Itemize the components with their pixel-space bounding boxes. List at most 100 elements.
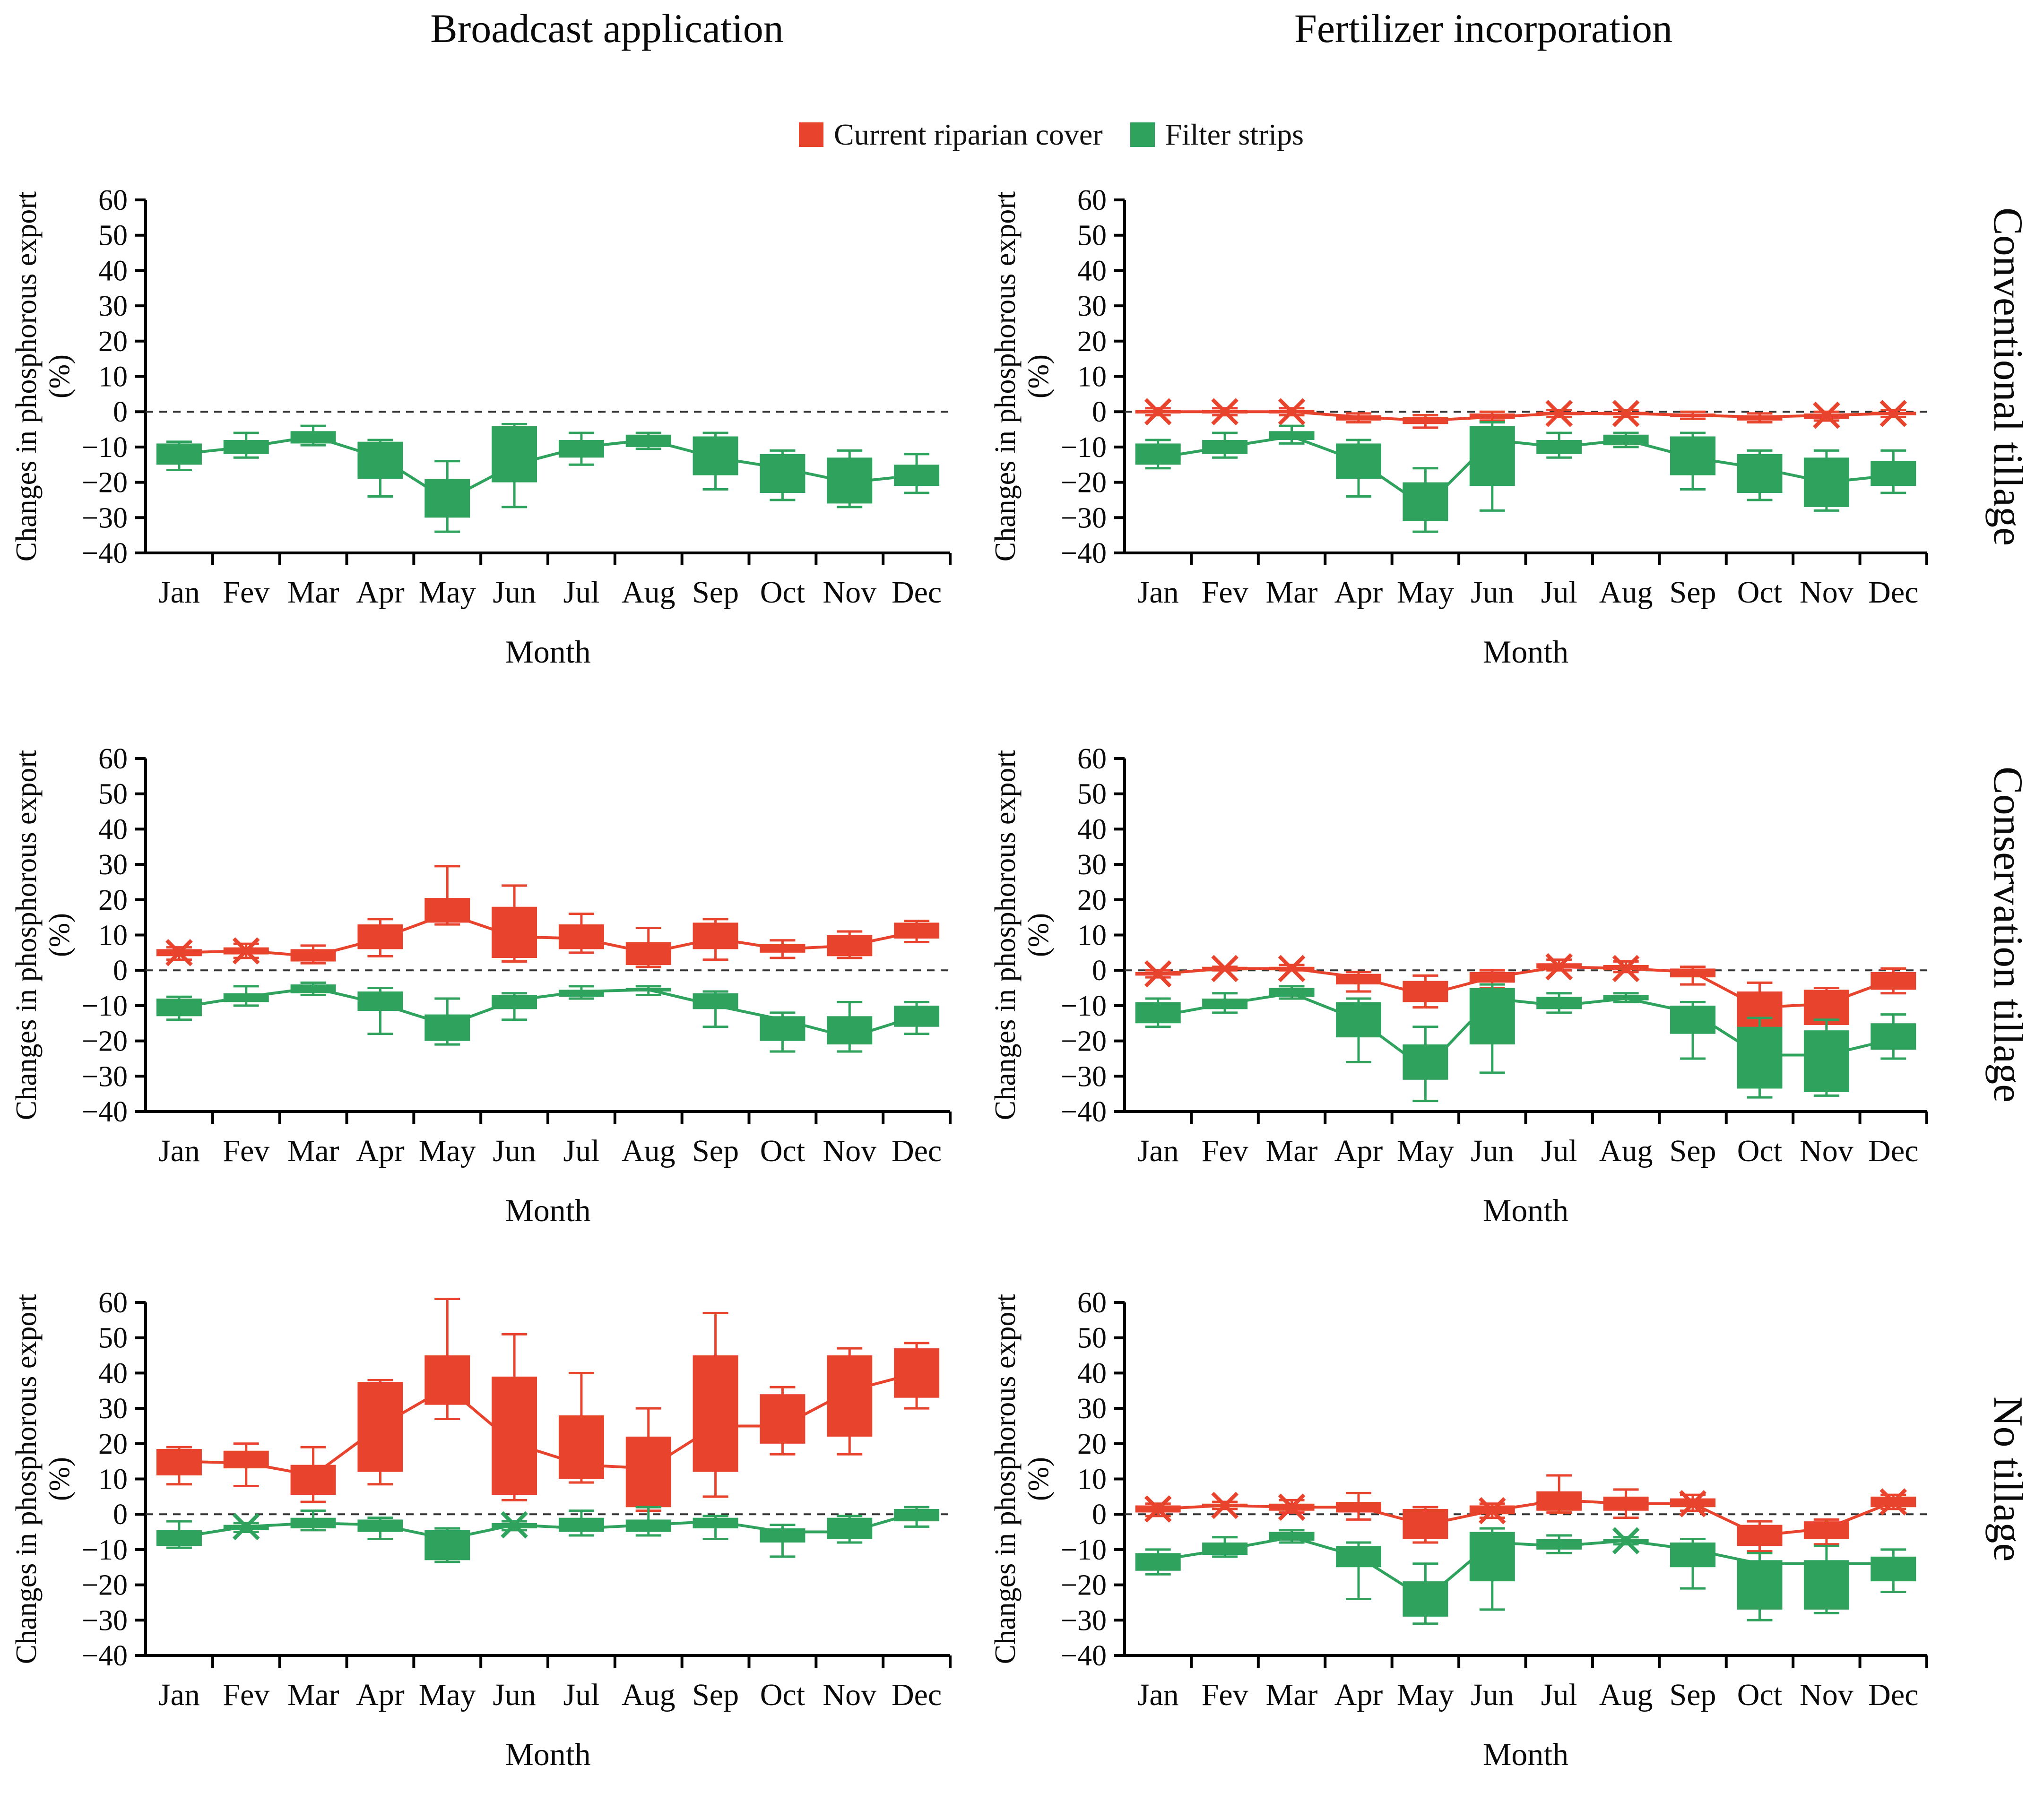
svg-text:Sep: Sep: [692, 1678, 739, 1712]
svg-text:Month: Month: [1483, 1736, 1568, 1772]
svg-text:30: 30: [1077, 290, 1107, 322]
svg-text:30: 30: [98, 290, 128, 322]
svg-text:40: 40: [98, 813, 128, 845]
svg-text:Sep: Sep: [1670, 1134, 1716, 1168]
svg-text:50: 50: [98, 778, 128, 810]
legend-item-riparian: Current riparian cover: [799, 117, 1103, 152]
svg-text:Jan: Jan: [1137, 575, 1179, 610]
svg-text:Mar: Mar: [1266, 575, 1318, 610]
legend-label-riparian: Current riparian cover: [834, 118, 1103, 151]
svg-text:May: May: [1397, 1134, 1454, 1168]
svg-text:Jan: Jan: [158, 1134, 200, 1168]
svg-text:Changes in phosphorous export(: Changes in phosphorous export(%): [989, 750, 1055, 1120]
svg-text:Aug: Aug: [1599, 575, 1653, 610]
svg-text:Apr: Apr: [1334, 575, 1383, 610]
svg-text:−30: −30: [82, 1060, 128, 1093]
svg-text:Jun: Jun: [493, 575, 536, 610]
svg-text:Nov: Nov: [823, 575, 876, 610]
svg-text:−40: −40: [1061, 1640, 1107, 1672]
svg-text:Jan: Jan: [1137, 1678, 1179, 1712]
svg-text:0: 0: [1092, 955, 1107, 987]
svg-text:Fev: Fev: [1202, 1678, 1248, 1712]
svg-text:Nov: Nov: [1800, 1134, 1853, 1168]
svg-text:40: 40: [1077, 1357, 1107, 1389]
svg-text:30: 30: [1077, 1393, 1107, 1425]
svg-text:10: 10: [98, 1464, 128, 1496]
svg-text:Oct: Oct: [1737, 575, 1782, 610]
svg-text:−30: −30: [1061, 1604, 1107, 1637]
svg-text:20: 20: [98, 884, 128, 916]
svg-text:−10: −10: [82, 1534, 128, 1566]
svg-text:0: 0: [1092, 1499, 1107, 1531]
svg-text:Changes in phosphorous export(: Changes in phosphorous export(%): [10, 750, 76, 1120]
row-label-conventional-tillage: Conventional tillage: [1985, 207, 2031, 546]
svg-text:20: 20: [1077, 326, 1107, 358]
svg-text:−10: −10: [1061, 1534, 1107, 1566]
svg-text:Mar: Mar: [287, 1678, 339, 1712]
svg-text:30: 30: [98, 1393, 128, 1425]
column-title-broadcast: Broadcast application: [430, 6, 784, 51]
svg-text:−10: −10: [1061, 431, 1107, 464]
svg-text:Sep: Sep: [1670, 1678, 1716, 1712]
svg-text:10: 10: [1077, 361, 1107, 393]
svg-text:Jun: Jun: [1471, 1134, 1514, 1168]
svg-text:50: 50: [1077, 220, 1107, 252]
svg-text:Fev: Fev: [1202, 1134, 1248, 1168]
svg-text:Mar: Mar: [1266, 1134, 1318, 1168]
svg-text:Oct: Oct: [760, 1678, 805, 1712]
svg-text:Changes in phosphorous export(: Changes in phosphorous export(%): [989, 191, 1055, 562]
svg-text:Fev: Fev: [223, 1134, 269, 1168]
svg-text:Mar: Mar: [1266, 1678, 1318, 1712]
svg-text:Fev: Fev: [223, 575, 269, 610]
svg-text:60: 60: [98, 184, 128, 216]
svg-text:50: 50: [1077, 778, 1107, 810]
svg-text:Jun: Jun: [493, 1134, 536, 1168]
svg-text:20: 20: [1077, 1428, 1107, 1460]
legend: Current riparian cover Filter strips: [799, 117, 1304, 152]
svg-text:Month: Month: [1483, 1192, 1568, 1228]
svg-text:Apr: Apr: [356, 1134, 405, 1168]
svg-text:Jun: Jun: [493, 1678, 536, 1712]
svg-text:Aug: Aug: [622, 1134, 676, 1168]
column-title-fertilizer: Fertilizer incorporation: [1294, 6, 1672, 51]
svg-text:Changes in phosphorous export(: Changes in phosphorous export(%): [10, 1294, 76, 1664]
svg-text:Dec: Dec: [892, 1678, 942, 1712]
svg-text:Dec: Dec: [1868, 1134, 1918, 1168]
svg-text:−30: −30: [82, 1604, 128, 1637]
svg-text:60: 60: [98, 1287, 128, 1319]
svg-text:60: 60: [1077, 743, 1107, 775]
svg-text:Month: Month: [505, 1736, 590, 1772]
svg-text:Fev: Fev: [223, 1678, 269, 1712]
svg-text:10: 10: [1077, 920, 1107, 952]
svg-text:−20: −20: [1061, 1026, 1107, 1058]
svg-text:0: 0: [1092, 396, 1107, 428]
svg-text:Nov: Nov: [1800, 1678, 1853, 1712]
svg-text:Jan: Jan: [158, 1678, 200, 1712]
svg-text:Jul: Jul: [563, 575, 599, 610]
row-label-no-tillage: No tillage: [1985, 1396, 2031, 1562]
svg-text:May: May: [1397, 575, 1454, 610]
svg-text:−40: −40: [82, 537, 128, 569]
svg-text:0: 0: [113, 955, 128, 987]
svg-text:Jul: Jul: [563, 1134, 599, 1168]
svg-text:−20: −20: [82, 467, 128, 499]
svg-text:−10: −10: [82, 990, 128, 1022]
svg-text:−10: −10: [82, 431, 128, 464]
svg-text:Oct: Oct: [1737, 1678, 1782, 1712]
svg-text:Nov: Nov: [823, 1678, 876, 1712]
svg-text:Changes in phosphorous export(: Changes in phosphorous export(%): [10, 191, 76, 562]
svg-text:Nov: Nov: [1800, 575, 1853, 610]
svg-text:60: 60: [98, 743, 128, 775]
svg-text:Jan: Jan: [158, 575, 200, 610]
svg-text:Sep: Sep: [1670, 575, 1716, 610]
svg-text:20: 20: [98, 326, 128, 358]
svg-text:40: 40: [1077, 813, 1107, 845]
svg-text:50: 50: [98, 1322, 128, 1354]
svg-text:20: 20: [1077, 884, 1107, 916]
svg-text:May: May: [419, 1678, 476, 1712]
svg-text:60: 60: [1077, 184, 1107, 216]
svg-text:−40: −40: [1061, 537, 1107, 569]
